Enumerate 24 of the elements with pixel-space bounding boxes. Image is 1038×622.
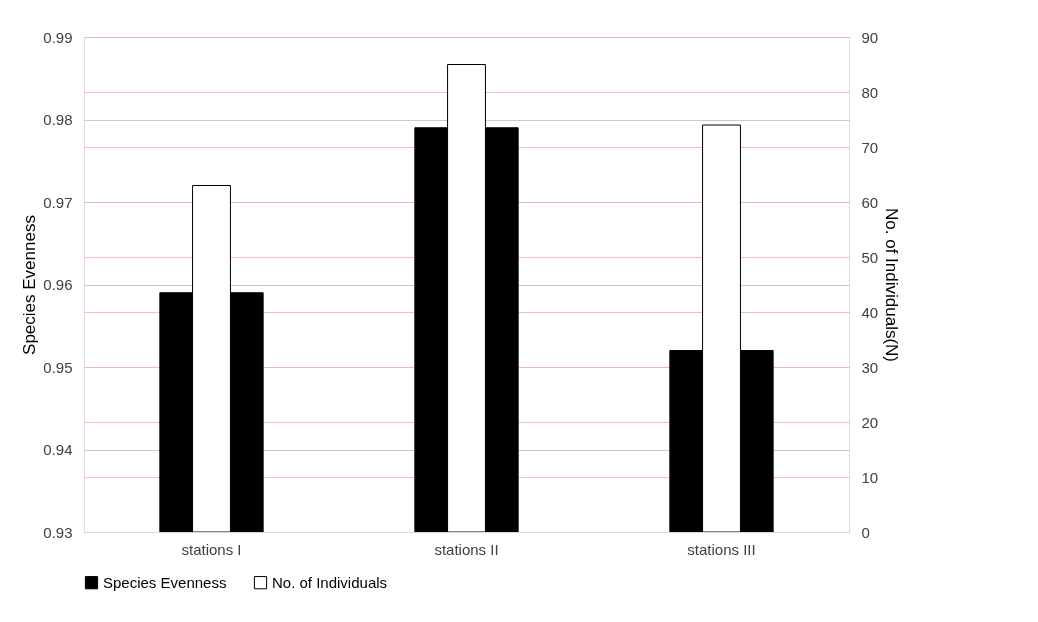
y2-tick-label: 30 — [861, 358, 879, 376]
y-tick-label: 0.94 — [43, 441, 73, 458]
y2-tick-label: 0 — [861, 523, 870, 541]
x-tick-label: stations II — [434, 540, 499, 558]
y2-tick-label: 60 — [861, 193, 879, 211]
legend-label: No. of Individuals — [272, 573, 388, 591]
y2-tick-label: 20 — [861, 413, 879, 431]
legend-label: Species Evenness — [103, 573, 227, 591]
y-tick-label: 0.97 — [43, 193, 73, 211]
y-tick-label: 0.95 — [43, 358, 73, 376]
y2-tick-label: 40 — [861, 303, 879, 321]
y2-tick-label: 70 — [861, 138, 879, 156]
y-tick-label: 0.98 — [43, 111, 73, 128]
y-tick-label: 0.96 — [43, 276, 73, 293]
y2-tick-label: 50 — [861, 248, 879, 266]
x-tick-label: stations III — [687, 540, 756, 558]
y-tick-label: 0.93 — [43, 523, 73, 541]
y-tick-label: 0.99 — [43, 28, 73, 46]
x-tick-label: stations I — [181, 540, 242, 558]
y-axis-title: Species Evenness — [20, 215, 40, 355]
y2-tick-label: 10 — [861, 468, 879, 486]
y2-tick-label: 80 — [861, 83, 879, 101]
y2-tick-label: 90 — [861, 28, 879, 46]
y2-axis-title: No. of Individuals(N) — [882, 207, 902, 363]
